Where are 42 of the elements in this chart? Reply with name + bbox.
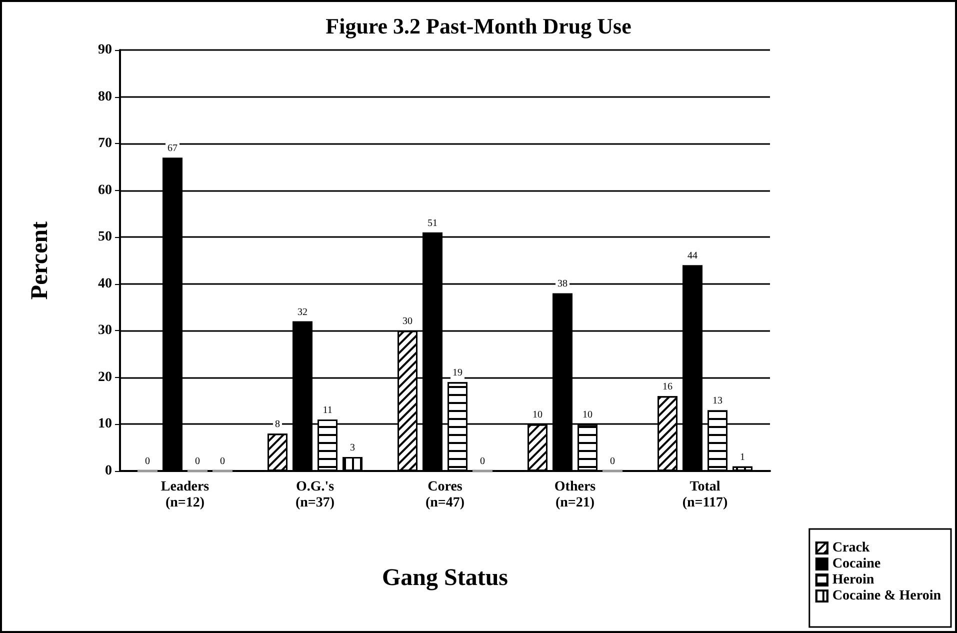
y-tick-label: 0 (105, 464, 112, 478)
x-tick-label: Cores (n=47) (425, 480, 465, 510)
y-tick-label: 90 (98, 42, 112, 58)
data-label: 3 (350, 442, 355, 454)
data-label: 0 (480, 456, 485, 467)
data-label: 1 (740, 452, 745, 463)
x-tick-label: Others (n=21) (554, 480, 596, 510)
y-tick-label: 20 (98, 370, 112, 385)
y-tick-label: 40 (98, 276, 112, 292)
data-label: 0 (195, 456, 200, 467)
data-label: 10 (532, 410, 542, 421)
legend-label: Cocaine (832, 556, 881, 572)
data-label: 30 (402, 316, 412, 328)
data-label: 8 (275, 419, 280, 430)
y-tick-label: 10 (98, 416, 112, 432)
data-label: 10 (582, 410, 592, 421)
legend-label: Heroin (832, 572, 874, 588)
x-tick-label: Leaders (n=12) (160, 480, 210, 510)
data-label: 67 (168, 143, 178, 154)
data-label: 0 (145, 456, 150, 467)
data-label: 32 (298, 306, 308, 318)
y-tick-label: 80 (98, 89, 112, 104)
data-label: 51 (428, 218, 438, 229)
data-label: 16 (662, 382, 672, 393)
data-label: 11 (322, 405, 332, 416)
data-label: 38 (558, 278, 568, 290)
y-tick-label: 30 (98, 323, 112, 338)
data-label: 13 (712, 396, 722, 407)
chart-title: Figure 3.2 Past-Month Drug Use (326, 14, 632, 38)
y-axis-title: Percent (27, 221, 53, 300)
y-tick-label: 50 (98, 230, 112, 245)
legend-label: Cocaine & Heroin (832, 588, 942, 604)
x-tick-label: O.G.'s (n=37) (295, 480, 335, 510)
data-label: 0 (610, 456, 615, 467)
x-tick-label: Total (n=117) (682, 480, 728, 510)
data-label: 19 (452, 368, 462, 379)
y-tick-label: 60 (98, 182, 112, 198)
x-axis-title: Gang Status (382, 565, 508, 591)
legend-label: Crack (832, 540, 870, 556)
data-label: 44 (688, 250, 698, 262)
y-tick-label: 70 (98, 136, 112, 152)
data-label: 0 (220, 456, 225, 467)
